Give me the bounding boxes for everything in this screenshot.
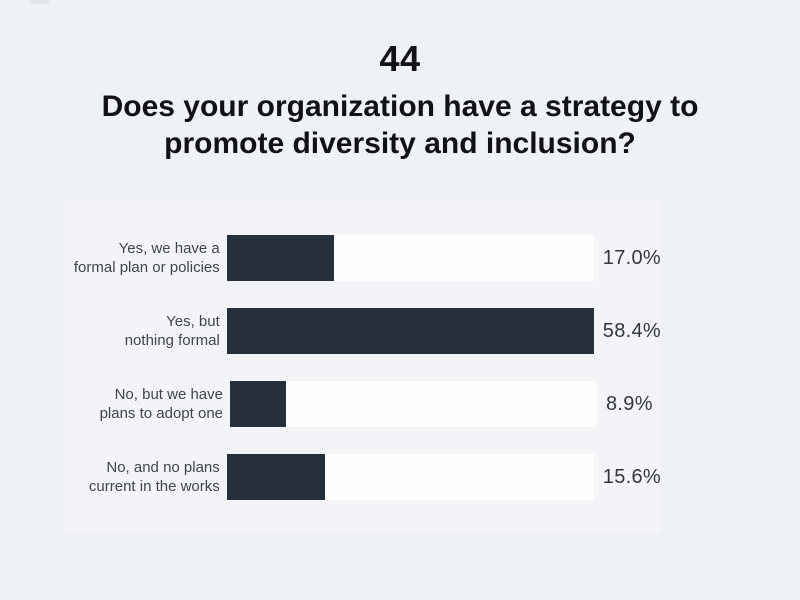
category-label-line-1: No, but we have — [114, 386, 223, 403]
bar-track — [226, 235, 594, 281]
bar-fill — [226, 235, 334, 281]
bar-fill — [230, 381, 286, 427]
category-label: No, but we have plans to adopt one — [65, 381, 230, 427]
bar-row: No, but we have plans to adopt one 8.9% — [65, 381, 661, 427]
slide-number: 44 — [379, 38, 421, 79]
category-label-line-1: No, and no plans — [106, 459, 220, 476]
category-label-line-2: nothing formal — [124, 332, 220, 349]
category-label: Yes, we have a formal plan or policies — [65, 235, 227, 281]
bar-track — [226, 454, 594, 500]
category-label: Yes, but nothing formal — [65, 308, 227, 354]
value-label: 58.4% — [602, 319, 661, 342]
bar-row: Yes, we have a formal plan or policies 1… — [65, 235, 661, 281]
bar-track — [230, 381, 597, 427]
bar-chart-panel: Yes, we have a formal plan or policies 1… — [65, 200, 661, 533]
bar-row: No, and no plans current in the works 15… — [65, 454, 661, 500]
value-label: 17.0% — [602, 246, 661, 269]
category-label-line-1: Yes, but — [166, 313, 220, 330]
screen-edge-artifact — [30, 0, 49, 4]
bar-track — [226, 308, 594, 354]
category-label-line-1: Yes, we have a — [118, 240, 220, 257]
category-label-line-2: plans to adopt one — [99, 405, 223, 422]
bar-row: Yes, but nothing formal 58.4% — [65, 308, 661, 354]
category-label: No, and no plans current in the works — [65, 454, 227, 500]
chart-title-line-1: Does your organization have a strategy t… — [101, 90, 699, 123]
bar-fill — [226, 454, 325, 500]
chart-title-line-2: promote diversity and inclusion? — [164, 127, 636, 160]
category-label-line-2: current in the works — [88, 478, 220, 495]
value-label: 8.9% — [606, 392, 653, 415]
value-label: 15.6% — [602, 465, 661, 488]
bar-fill — [226, 308, 594, 354]
category-label-line-2: formal plan or policies — [73, 259, 220, 276]
chart-title: Does your organization have a strategy t… — [0, 88, 800, 162]
